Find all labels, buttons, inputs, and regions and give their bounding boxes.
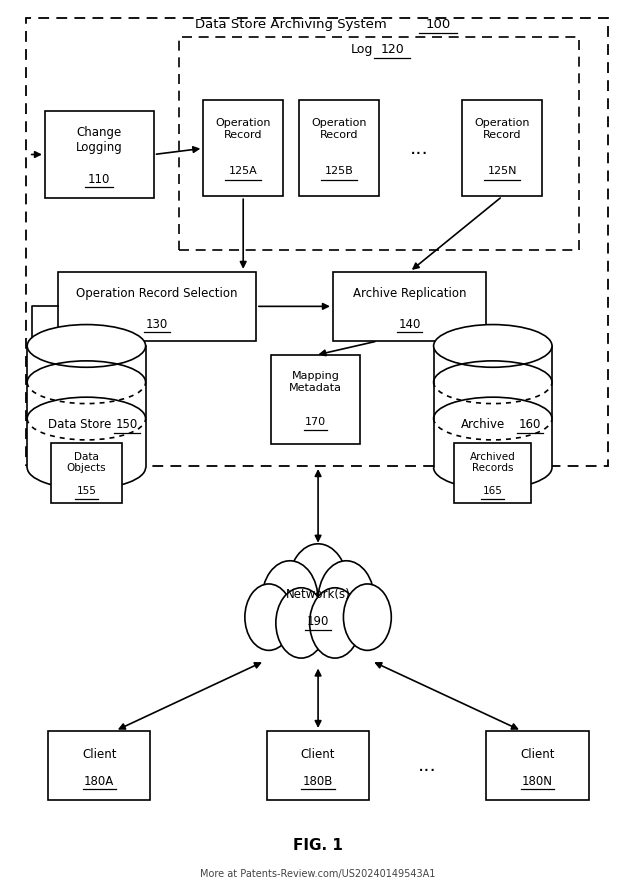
Text: 125N: 125N [488,166,517,177]
Text: Archived
Records: Archived Records [470,452,516,473]
Bar [267,731,369,800]
Text: 160: 160 [519,418,541,431]
Text: 100: 100 [425,19,451,31]
Ellipse shape [28,324,146,368]
Text: 170: 170 [305,416,326,427]
Text: 120: 120 [380,44,404,56]
Text: ...: ... [410,139,429,158]
Text: Mapping
Metadata: Mapping Metadata [289,371,342,392]
Text: Data Store Archiving System: Data Store Archiving System [195,19,387,31]
Circle shape [245,584,292,650]
Text: 140: 140 [399,318,420,330]
Bar [26,18,608,466]
Text: Operation
Record: Operation Record [216,118,271,139]
Text: 150: 150 [116,418,138,431]
Text: Data Store: Data Store [48,418,112,431]
Text: ...: ... [418,756,437,775]
Text: 110: 110 [88,173,110,186]
Text: Data
Objects: Data Objects [67,452,106,473]
Bar [28,346,146,467]
Text: Network(s): Network(s) [285,589,351,601]
Text: 165: 165 [483,486,503,496]
Text: 180A: 180A [84,775,115,788]
Text: Client: Client [82,749,116,761]
Text: 190: 190 [307,615,329,628]
Text: 125B: 125B [325,166,353,177]
Text: FIG. 1: FIG. 1 [293,838,343,852]
Bar [45,111,154,198]
Bar [463,100,543,196]
Text: Operation
Record: Operation Record [312,118,367,139]
Bar [204,100,283,196]
Bar [58,272,256,341]
Text: Archive Replication: Archive Replication [353,288,467,300]
Bar [434,346,552,467]
Text: More at Patents-Review.com/US20240149543A1: More at Patents-Review.com/US20240149543… [200,868,436,879]
Text: Log: Log [351,44,372,56]
Circle shape [310,588,360,658]
Circle shape [262,561,318,639]
Bar [486,731,589,800]
Text: 180B: 180B [303,775,333,788]
Bar [48,731,150,800]
Text: Change
Logging: Change Logging [76,126,123,155]
Bar [300,100,380,196]
Text: 130: 130 [146,318,168,330]
Text: Client: Client [301,749,335,761]
Bar [454,443,531,503]
Bar [333,272,486,341]
Ellipse shape [434,324,552,368]
Text: Operation Record Selection: Operation Record Selection [76,288,237,300]
Circle shape [289,543,348,626]
Bar [51,443,122,503]
Bar [179,37,579,250]
Text: Client: Client [520,749,555,761]
Circle shape [344,584,391,650]
Text: 125A: 125A [229,166,257,177]
Text: Operation
Record: Operation Record [475,118,530,139]
Text: 180N: 180N [522,775,553,788]
Text: 155: 155 [76,486,97,496]
Bar [271,355,360,444]
Text: Archive: Archive [461,418,506,431]
Circle shape [276,588,326,658]
Circle shape [318,561,374,639]
